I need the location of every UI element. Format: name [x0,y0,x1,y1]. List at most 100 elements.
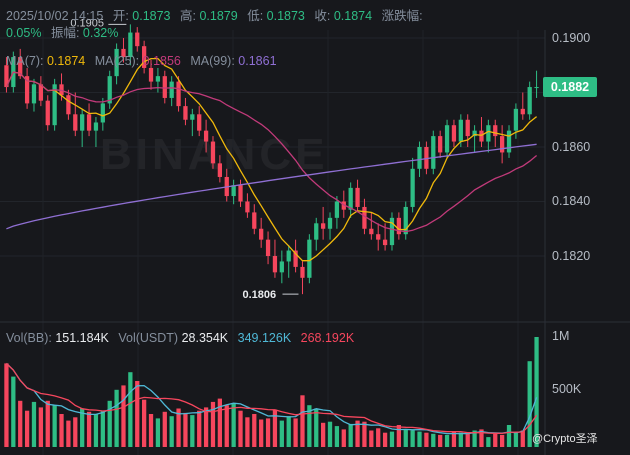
volume-ma2-line [5,362,538,435]
ma-lines [5,57,538,262]
vol-ma2-value: 268.192K [300,331,355,345]
volume-bar-2 [18,400,23,447]
volume-bar-18 [128,372,133,447]
volume-bar-31 [217,398,222,447]
volume-ma-lines [5,362,538,435]
volume-tick-1: 500K [552,382,582,396]
candle-5 [38,76,43,107]
volume-bar-45 [314,408,319,447]
grid [0,30,630,455]
author-credit: @Crypto圣泽 [532,433,598,445]
volume-bar-32 [224,405,229,447]
candle-19 [135,27,140,52]
candle-20 [142,40,147,74]
volume-bar-39 [272,409,278,447]
close-value: 0.1874 [333,9,373,23]
ma7-value: 0.1874 [46,54,86,68]
volume-bar-65 [451,431,457,447]
volume-bar-67 [465,433,470,447]
candle-46 [321,206,326,240]
volume-bar-73 [506,425,512,447]
candle-17 [121,38,126,63]
candle-datetime: 2025/10/02 14:15 [6,9,104,23]
amplitude-value: 0.32% [82,26,119,40]
low-label: 低: [247,9,264,23]
candle-40 [279,250,284,284]
volume-bar-57 [396,425,401,447]
candle-59 [410,157,415,213]
volume-bar-69 [479,429,484,447]
candle-6 [45,95,50,131]
volume-bar-20 [142,399,147,447]
candle-9 [66,89,71,120]
candle-35 [245,193,250,218]
candle-56 [389,212,395,251]
candle-65 [451,119,457,147]
volume-bar-64 [444,434,450,447]
volume-bar-5 [38,407,43,447]
volume-bar-10 [73,417,78,447]
volume-bar-46 [321,422,326,447]
volume-bar-52 [362,421,367,447]
candle-51 [355,179,360,213]
change-value: 0.05% [6,26,42,40]
volume-bar-34 [238,410,243,447]
volume-bar-29 [203,407,209,447]
high-marker-label: 0.1905 [70,17,104,29]
vol-usdt-label: Vol(USDT) [118,331,179,345]
candle-32 [224,168,229,202]
candle-72 [500,125,505,164]
volume-bar-11 [80,408,85,447]
amplitude-label: 振幅: [50,26,80,40]
volume-bar-75 [520,430,525,447]
volume-bar-47 [327,421,333,447]
change-label: 涨跌幅: [381,9,423,23]
volume-tick-0: 1M [552,329,570,343]
volume-bar-35 [245,417,250,447]
volume-bar-16 [114,389,119,447]
candle-12 [86,103,92,137]
candle-68 [472,125,477,153]
candle-22 [155,67,161,93]
candle-36 [252,204,257,235]
volume-bar-15 [107,400,112,447]
candle-77 [534,70,539,98]
volume-bar-51 [355,420,360,447]
low-marker-label: 0.1806 [242,289,276,301]
candle-54 [376,223,381,251]
volume-bar-6 [45,400,50,447]
high-label: 高: [180,9,196,23]
candle-61 [424,141,429,175]
volume-bar-36 [252,414,257,447]
candle-39 [272,239,278,278]
volume-bar-37 [259,419,264,447]
volume-bar-53 [369,430,374,447]
candle-43 [300,261,305,295]
volume-bar-7 [52,405,57,447]
volume-bar-56 [389,431,395,447]
volume-bar-59 [410,430,415,447]
volume-bar-13 [93,414,99,447]
volume-bar-74 [513,432,519,447]
volume-bar-23 [162,411,167,447]
candle-34 [238,179,243,207]
volume-bar-49 [341,429,346,447]
volume-bar-9 [66,420,71,447]
volume-bar-62 [431,433,436,447]
volume-bars [4,337,539,447]
volume-bar-63 [438,434,443,447]
volume-bar-61 [424,432,429,447]
ohlc-header: 2025/10/02 14:15 开: 0.1873 高: 0.1879 低: … [6,8,526,42]
candle-11 [80,108,85,147]
volume-bar-14 [100,410,105,447]
price-tick-2: 0.1840 [552,194,591,208]
volume-ma1-line [5,362,538,435]
volume-bar-58 [403,429,408,447]
volume-bar-43 [300,395,305,447]
candle-15 [107,70,112,109]
candle-7 [52,78,57,131]
candle-57 [396,212,401,240]
candle-41 [286,245,291,278]
volume-bar-8 [59,414,64,447]
